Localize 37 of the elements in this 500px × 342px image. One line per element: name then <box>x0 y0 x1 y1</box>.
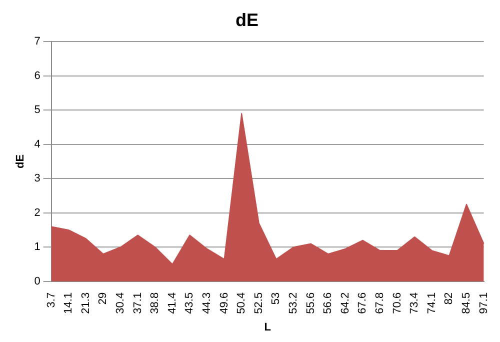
x-tick-label: 84.5 <box>460 292 473 314</box>
y-tick-label: 6 <box>34 70 40 82</box>
x-tick-label: 3.7 <box>45 292 58 308</box>
y-tick-label: 1 <box>34 241 40 254</box>
x-tick-label: 70.6 <box>391 292 404 314</box>
x-tick-label: 29 <box>97 292 110 305</box>
y-tick-label: 4 <box>34 138 40 150</box>
y-tick-label: 2 <box>34 206 40 219</box>
x-tick-label: 55.6 <box>304 292 317 314</box>
x-tick-label: 56.6 <box>322 292 334 314</box>
x-tick-label: 43.5 <box>184 292 196 314</box>
y-tick-label: 7 <box>34 36 40 48</box>
x-tick-label: 64.2 <box>339 292 352 314</box>
x-tick-label: 67.8 <box>374 292 386 314</box>
y-tick-label: 3 <box>34 172 40 185</box>
x-tick-label: 73.4 <box>408 292 421 314</box>
x-tick-label: 38.8 <box>149 292 162 314</box>
x-tick-label: 41.4 <box>166 292 178 314</box>
x-tick-label: 21.3 <box>80 292 92 314</box>
y-tick-label: 0 <box>34 275 40 288</box>
y-tick-label: 5 <box>34 104 40 116</box>
x-tick-label: 53 <box>270 292 282 305</box>
x-tick-label: 30.4 <box>114 292 127 314</box>
x-tick-label: 67.6 <box>356 292 369 314</box>
x-tick-label: 49.6 <box>218 292 230 314</box>
x-tick-label: 44.3 <box>201 292 214 314</box>
x-axis-title: L <box>264 321 272 334</box>
x-tick-label: 74.1 <box>426 292 438 314</box>
x-tick-label: 52.5 <box>252 292 265 314</box>
x-tick-label: 37.1 <box>132 292 144 314</box>
x-tick-label: 97.1 <box>478 292 490 314</box>
x-tick-label: 53.2 <box>288 292 300 314</box>
x-tick-label: 14.1 <box>62 292 75 314</box>
x-tick-label: 82 <box>443 292 456 305</box>
x-tick-label: 50.4 <box>236 292 248 314</box>
y-axis-title: dE <box>14 154 27 169</box>
chart-title: dE <box>235 10 259 30</box>
